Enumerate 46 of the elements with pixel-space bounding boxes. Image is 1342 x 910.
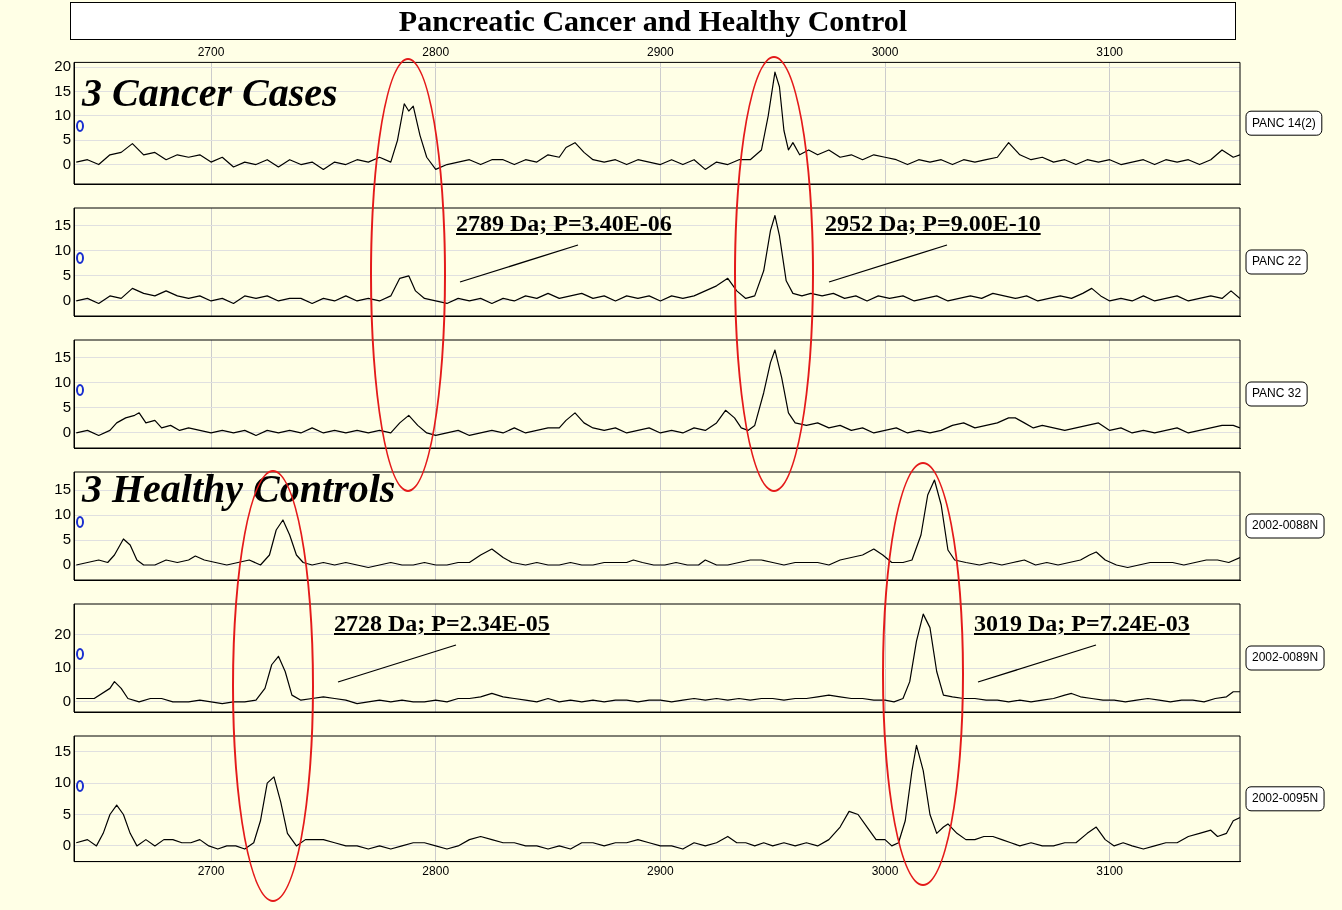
text: PANC 32 [1252, 386, 1302, 401]
text: 2002-0088N [1252, 518, 1319, 533]
x2-tick-label: 3100 [1096, 44, 1124, 59]
x-tick-label: 2800 [422, 864, 450, 879]
annotation: 3 Cancer Cases [82, 70, 338, 116]
y-tick-label: 5 [62, 397, 71, 415]
y-tick-label: 10 [54, 505, 71, 523]
y-tick-label: 10 [54, 106, 71, 124]
y-tick-label: 15 [54, 81, 71, 99]
y-tick-label: 15 [54, 347, 71, 365]
y-tick-label: 10 [54, 658, 71, 676]
text: PANC 22 [1252, 254, 1302, 269]
y-tick-label: 0 [62, 291, 71, 309]
y-tick-label: 5 [62, 130, 71, 148]
x-tick-label: 2700 [197, 864, 225, 879]
annotation: 3019 Da; P=7.24E-03 [974, 609, 1190, 638]
y-tick-label: 5 [62, 804, 71, 822]
annotation: 2728 Da; P=2.34E-05 [334, 609, 550, 638]
x-tick-label: 3000 [871, 864, 899, 879]
y-tick-label: 10 [54, 372, 71, 390]
x-tick-label: 3100 [1096, 864, 1124, 879]
y-tick-label: 0 [62, 154, 71, 172]
y-tick-label: 0 [62, 555, 71, 573]
annotation: 2952 Da; P=9.00E-10 [825, 209, 1041, 238]
annotation: 2789 Da; P=3.40E-06 [456, 209, 672, 238]
y-tick-label: 20 [54, 624, 71, 642]
y-tick-label: 5 [62, 265, 71, 283]
text: 2002-0089N [1252, 650, 1319, 665]
y-tick-label: 20 [54, 57, 71, 75]
y-tick-label: 15 [54, 480, 71, 498]
text: PANC 14(2) [1252, 115, 1316, 130]
y-tick-label: 0 [62, 836, 71, 854]
x-tick-label: 2900 [647, 864, 675, 879]
y-tick-label: 10 [54, 240, 71, 258]
x2-tick-label: 2700 [197, 44, 225, 59]
y-tick-label: 15 [54, 215, 71, 233]
y-tick-label: 5 [62, 530, 71, 548]
chart-title: Pancreatic Cancer and Healthy Control [70, 2, 1236, 40]
y-tick-label: 0 [62, 423, 71, 441]
y-tick-label: 15 [54, 741, 71, 759]
x2-tick-label: 3000 [871, 44, 899, 59]
y-tick-label: 0 [62, 692, 71, 710]
x2-tick-label: 2800 [422, 44, 450, 59]
series-label: 2002-0095N [1252, 791, 1319, 806]
x2-tick-label: 2900 [647, 44, 675, 59]
y-tick-label: 10 [54, 773, 71, 791]
